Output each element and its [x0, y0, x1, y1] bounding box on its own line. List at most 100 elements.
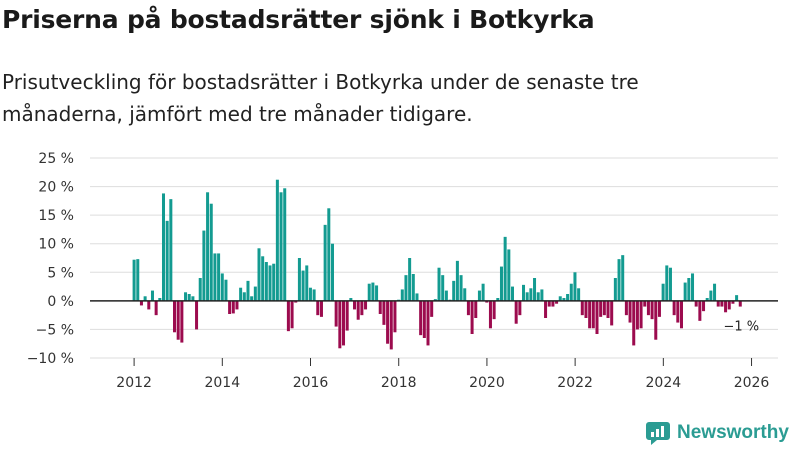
- bar: [187, 294, 191, 301]
- bar: [253, 286, 257, 301]
- bar: [573, 272, 577, 301]
- bar: [632, 300, 636, 346]
- bar: [330, 243, 334, 301]
- bar: [217, 253, 221, 301]
- x-tick-label: 2012: [116, 375, 152, 391]
- y-tick-label: −10 %: [27, 351, 74, 367]
- x-tick-label: 2022: [557, 375, 593, 391]
- bar: [430, 300, 434, 317]
- bar: [169, 199, 173, 301]
- bar: [705, 298, 709, 301]
- bar: [139, 300, 143, 306]
- bar: [393, 300, 397, 333]
- bar: [628, 300, 632, 323]
- bar: [510, 286, 514, 301]
- bar: [353, 300, 357, 310]
- bar: [411, 274, 415, 301]
- bar: [297, 258, 301, 301]
- bar: [621, 255, 625, 301]
- bar: [367, 283, 371, 301]
- bar: [635, 300, 639, 330]
- bar: [419, 300, 423, 336]
- x-tick-label: 2020: [469, 375, 505, 391]
- newsworthy-chart-logo-icon: [646, 422, 670, 445]
- bar: [180, 300, 184, 343]
- bar: [198, 278, 202, 301]
- bar: [371, 282, 375, 301]
- bar: [613, 278, 617, 301]
- bar: [147, 300, 151, 310]
- bar: [143, 296, 147, 301]
- chart-subtitle: Prisutveckling för bostadsrätter i Botky…: [2, 70, 639, 126]
- bar: [716, 300, 720, 307]
- bar: [544, 300, 548, 318]
- bar: [275, 179, 279, 301]
- bar: [290, 300, 294, 329]
- bar: [657, 300, 661, 317]
- bar: [455, 260, 459, 301]
- bar: [566, 294, 570, 301]
- bar: [150, 290, 154, 301]
- bar: [316, 300, 320, 316]
- bar: [213, 253, 217, 301]
- bar: [176, 300, 180, 340]
- bar: [540, 289, 544, 301]
- bar: [720, 300, 724, 307]
- bar: [481, 283, 485, 301]
- bar: [584, 300, 588, 318]
- bar: [408, 258, 412, 301]
- bar: [184, 292, 188, 301]
- bar: [650, 300, 654, 320]
- bar: [327, 208, 331, 301]
- bar: [312, 289, 316, 301]
- x-tick-label: 2018: [381, 375, 417, 391]
- bar: [173, 300, 177, 333]
- bar: [683, 282, 687, 301]
- bar: [356, 300, 360, 320]
- bar: [562, 298, 566, 301]
- bar: [338, 300, 342, 349]
- bar: [404, 275, 408, 301]
- bar: [533, 278, 537, 301]
- bar: [551, 300, 555, 307]
- brand-name: Newsworthy: [677, 422, 789, 443]
- bar: [668, 267, 672, 301]
- bar: [702, 300, 706, 312]
- bar: [441, 275, 445, 301]
- bar: [731, 300, 735, 304]
- bar: [158, 298, 162, 301]
- bar: [624, 300, 628, 316]
- bar: [724, 300, 728, 313]
- bar: [209, 203, 213, 301]
- chart-title: Priserna på bostadsrätter sjönk i Botkyr…: [2, 5, 595, 34]
- bar: [308, 287, 312, 301]
- bar: [165, 220, 169, 301]
- bar: [323, 224, 327, 301]
- bar: [694, 300, 698, 307]
- bar: [378, 300, 382, 314]
- bar: [206, 192, 210, 301]
- bar: [514, 300, 518, 324]
- bar: [661, 283, 665, 301]
- bar: [136, 259, 140, 301]
- bar: [400, 289, 404, 301]
- bar: [709, 290, 713, 301]
- bar: [580, 300, 584, 316]
- bar: [261, 256, 265, 301]
- bar: [665, 265, 669, 301]
- bar: [239, 287, 243, 301]
- bar: [496, 298, 500, 301]
- bar: [727, 300, 731, 310]
- bar: [382, 300, 386, 325]
- bar: [235, 300, 239, 310]
- bar: [555, 300, 559, 304]
- bar: [569, 283, 573, 301]
- bar: [257, 248, 261, 301]
- bar: [691, 273, 695, 301]
- bar: [444, 290, 448, 301]
- y-tick-label: 5 %: [47, 265, 74, 281]
- bar: [415, 293, 419, 301]
- bar: [195, 300, 199, 330]
- bar: [595, 300, 599, 334]
- bar: [466, 300, 470, 316]
